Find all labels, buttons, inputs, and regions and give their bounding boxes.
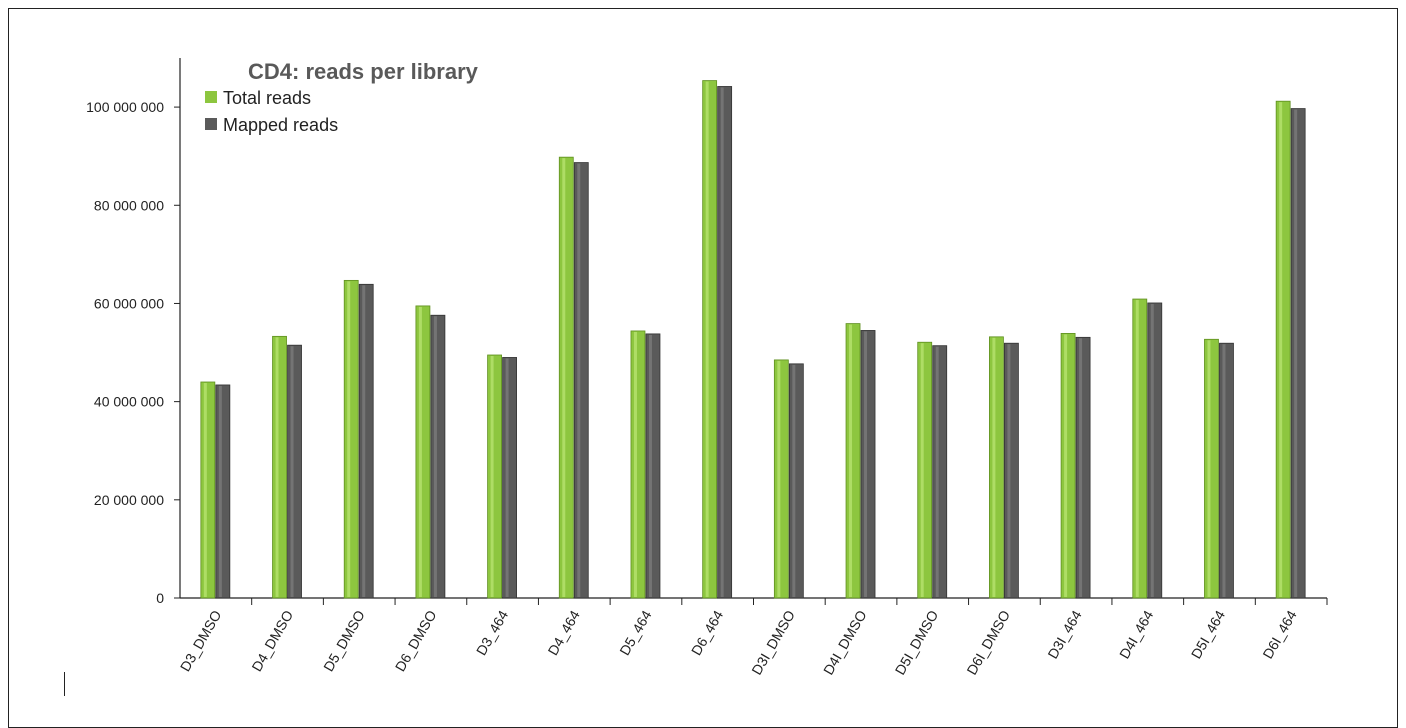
bar-total-reads-highlight (418, 306, 422, 597)
bar-total-reads-highlight (275, 337, 279, 597)
bar-mapped-reads-highlight (864, 331, 868, 597)
bar-chart: CD4: reads per library Total reads Mapped… (86, 58, 1328, 677)
bar-total-reads (487, 354, 502, 599)
x-tick-label: D5_464 (616, 607, 654, 658)
bar-mapped-reads-highlight (362, 285, 366, 597)
bar-total-reads-highlight (1135, 300, 1139, 597)
bar-total-reads-highlight (562, 158, 566, 597)
x-tick-label: D6_DMSO (392, 607, 440, 674)
x-tick-label: D3_464 (473, 607, 511, 658)
bar-total-reads (200, 381, 216, 599)
x-tick-label: D6I_464 (1259, 607, 1299, 661)
x-tick-label: D5I_DMSO (892, 607, 942, 677)
bar-mapped-reads-highlight (505, 358, 509, 597)
bar-total-reads-highlight (849, 324, 853, 597)
bar-mapped-reads-highlight (1222, 344, 1226, 597)
bar-total-reads (1275, 100, 1291, 599)
bar-mapped-reads (1290, 108, 1306, 599)
bar-total-reads-highlight (705, 81, 709, 598)
legend: Total reads Mapped reads (205, 88, 338, 135)
x-tick-label: D3I_464 (1044, 607, 1084, 661)
bar-mapped-reads-highlight (648, 334, 652, 597)
bar-mapped-reads-highlight (290, 346, 294, 597)
bar-total-reads (917, 341, 933, 599)
bar-mapped-reads-highlight (577, 163, 581, 597)
bar-mapped-reads (573, 162, 589, 599)
bar-mapped-reads (215, 384, 231, 599)
bar-total-reads (845, 323, 861, 599)
x-tick-label: D5I_464 (1188, 607, 1228, 661)
bar-total-reads (343, 279, 359, 599)
bar-total-reads-highlight (490, 356, 494, 597)
bar-mapped-reads-highlight (1150, 303, 1154, 597)
bar-mapped-reads-highlight (433, 316, 437, 597)
bar-total-reads (1204, 338, 1219, 599)
legend-label-mapped-reads: Mapped reads (223, 115, 338, 135)
bar-mapped-reads (287, 344, 302, 599)
bar-mapped-reads (788, 363, 804, 599)
x-tick-label: D4_464 (544, 607, 582, 658)
x-tick-label: D3I_DMSO (748, 607, 798, 677)
bar-mapped-reads (932, 345, 948, 599)
bar-mapped-reads (1004, 342, 1019, 599)
bar-mapped-reads (430, 314, 446, 599)
bar-mapped-reads (358, 283, 374, 599)
x-tick-label: D4I_DMSO (820, 607, 870, 677)
bar-mapped-reads-highlight (1294, 109, 1298, 598)
bar-mapped-reads (502, 357, 517, 599)
legend-swatch-mapped-reads (205, 118, 217, 130)
x-tick-label: D6_464 (688, 607, 726, 658)
bar-total-reads (272, 335, 287, 599)
bar-total-reads (1060, 332, 1076, 599)
x-tick-label: D4I_464 (1116, 607, 1156, 661)
bar-total-reads-highlight (1064, 334, 1068, 597)
bar-mapped-reads (717, 86, 733, 599)
bar-total-reads (773, 359, 789, 599)
text-cursor (64, 672, 65, 696)
bar-total-reads-highlight (633, 331, 637, 597)
bar-mapped-reads-highlight (218, 385, 222, 597)
bar-mapped-reads-highlight (1007, 344, 1011, 597)
bar-mapped-reads (860, 330, 876, 599)
bar-total-reads (630, 330, 646, 599)
legend-label-total-reads: Total reads (223, 88, 311, 108)
bar-total-reads-highlight (1279, 102, 1283, 597)
x-tick-label: D3_DMSO (177, 607, 225, 674)
x-tick-label: D5_DMSO (320, 607, 368, 674)
bar-total-reads-highlight (203, 383, 207, 597)
bar-total-reads (558, 156, 574, 599)
x-tick-label: D6I_DMSO (963, 607, 1013, 677)
bar-total-reads (1132, 298, 1148, 599)
x-tick-label: D4_DMSO (248, 607, 296, 674)
bar-mapped-reads (1075, 336, 1091, 599)
plot-area: 0 20 000 000 40 000 000 60 000 000 80 000 00… (86, 58, 1328, 677)
bar-total-reads-highlight (777, 360, 781, 597)
bar-total-reads-highlight (347, 281, 351, 597)
y-tick-label: 80 000 000 (94, 197, 164, 213)
legend-swatch-total-reads (205, 91, 217, 103)
bar-mapped-reads-highlight (1079, 338, 1083, 597)
y-tick-label: 40 000 000 (94, 394, 164, 410)
bar-mapped-reads (1147, 302, 1163, 599)
bar-mapped-reads-highlight (935, 346, 939, 597)
y-tick-label: 60 000 000 (94, 295, 164, 311)
bar-total-reads-highlight (920, 343, 924, 597)
bar-total-reads (989, 336, 1004, 599)
bar-mapped-reads-highlight (720, 87, 724, 598)
bar-mapped-reads-highlight (792, 364, 796, 597)
bar-total-reads (415, 305, 431, 599)
bar-total-reads-highlight (992, 337, 996, 597)
bar-total-reads (702, 80, 718, 599)
chart-title: CD4: reads per library (248, 59, 479, 84)
bar-mapped-reads (1219, 342, 1234, 599)
bar-mapped-reads (645, 333, 661, 599)
y-tick-label: 0 (156, 590, 164, 606)
y-tick-label: 20 000 000 (94, 492, 164, 508)
y-tick-label: 100 000 000 (86, 99, 164, 115)
bar-total-reads-highlight (1207, 340, 1211, 597)
